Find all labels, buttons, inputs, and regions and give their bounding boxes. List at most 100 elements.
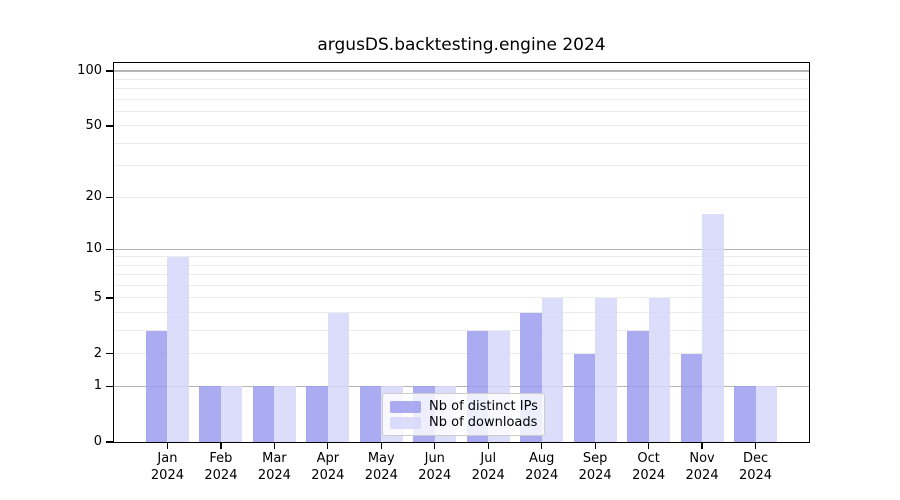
bar-ips-oct — [627, 330, 649, 442]
y-tick-label: 5 — [93, 289, 102, 305]
x-tick — [647, 442, 650, 449]
bar-downloads-aug — [541, 297, 564, 442]
bar-downloads-apr — [327, 312, 350, 442]
bar-ips-may — [359, 386, 382, 442]
x-tick-year: 2024 — [364, 468, 398, 483]
x-tick — [327, 442, 329, 449]
gridline-minor — [114, 353, 809, 355]
x-tick-month: Mar — [262, 451, 287, 466]
bar-ips-dec — [734, 386, 756, 442]
x-tick-label-sep: Sep 2024 — [567, 450, 623, 484]
y-tick-label: 2 — [93, 345, 102, 361]
x-tick — [487, 442, 489, 449]
x-tick-month: Apr — [316, 451, 340, 466]
bar-downloads-dec — [755, 386, 778, 442]
x-tick-year: 2024 — [685, 468, 719, 483]
gridline-minor — [114, 142, 809, 144]
x-tick-year: 2024 — [632, 468, 666, 483]
x-tick — [220, 442, 222, 449]
x-tick-year: 2024 — [738, 468, 773, 483]
x-tick-month: Oct — [637, 451, 660, 466]
x-tick-month: Jun — [424, 451, 445, 466]
x-tick-year: 2024 — [418, 468, 452, 483]
x-tick-label-dec: Dec 2024 — [728, 450, 784, 484]
x-tick-label-aug: Aug 2024 — [514, 450, 570, 484]
x-tick-year: 2024 — [257, 468, 291, 483]
x-tick-month: Aug — [528, 451, 555, 466]
x-tick-year: 2024 — [150, 468, 184, 483]
x-tick-label-nov: Nov 2024 — [674, 450, 730, 484]
gridline-major — [114, 70, 809, 72]
y-tick-label: 50 — [85, 117, 102, 133]
x-tick-year: 2024 — [204, 468, 238, 483]
x-tick-label-mar: Mar 2024 — [246, 450, 302, 484]
y-tick — [105, 353, 113, 355]
gridline-minor — [114, 125, 809, 127]
y-tick — [105, 385, 113, 387]
y-tick — [105, 196, 113, 198]
legend: Nb of distinct IPs Nb of downloads — [382, 393, 545, 436]
x-tick — [434, 442, 436, 449]
y-tick-label: 20 — [85, 189, 102, 205]
y-tick — [105, 125, 113, 127]
bar-downloads-oct — [648, 297, 671, 442]
x-tick-month: Dec — [742, 451, 769, 466]
bar-downloads-mar — [274, 386, 296, 442]
gridline-minor — [114, 196, 809, 198]
bar-downloads-jan — [167, 256, 189, 442]
y-tick-label: 10 — [85, 241, 102, 257]
gridline-minor — [114, 256, 809, 258]
legend-swatch-distinct-ips — [390, 400, 421, 413]
y-tick-label: 1 — [93, 378, 102, 394]
x-tick-label-feb: Feb 2024 — [193, 450, 249, 484]
bar-ips-nov — [680, 353, 703, 442]
y-tick — [105, 70, 113, 72]
gridline-minor — [114, 165, 809, 167]
gridline-minor — [114, 312, 809, 314]
bar-downloads-sep — [595, 297, 617, 442]
x-tick-month: Feb — [209, 451, 233, 466]
chart-title: argusDS.backtesting.engine 2024 — [317, 35, 606, 55]
x-tick-year: 2024 — [311, 468, 345, 483]
bar-downloads-feb — [220, 386, 243, 442]
plot-area: 0 1 2 5 10 20 50 100 Jan 2024 Feb 2024 Mar 2024 Apr 202… — [77, 62, 810, 483]
bar-downloads-nov — [702, 214, 724, 442]
x-tick-month: May — [367, 451, 395, 466]
gridline-minor — [114, 297, 809, 299]
bar-ips-jan — [145, 330, 168, 442]
y-tick-label: 100 — [77, 63, 102, 78]
x-tick-month: Nov — [689, 451, 715, 466]
gridline-minor — [114, 330, 809, 332]
y-tick — [105, 248, 113, 250]
plot-inner: 0 1 2 5 10 20 50 100 Jan 2024 Feb 2024 Mar 2024 Apr 202… — [77, 63, 809, 483]
x-tick-label-oct: Oct 2024 — [621, 450, 677, 484]
gridline-minor — [114, 264, 809, 266]
x-tick-month: Sep — [582, 451, 608, 466]
legend-swatch-downloads — [390, 416, 421, 429]
x-tick — [166, 442, 169, 449]
gridline-major — [114, 248, 809, 250]
x-tick-year: 2024 — [578, 468, 612, 483]
legend-item-distinct-ips: Nb of distinct IPs — [390, 399, 538, 414]
x-tick-label-jun: Jun 2024 — [407, 450, 463, 484]
x-tick-month: Jul — [480, 451, 497, 466]
x-tick — [594, 442, 596, 449]
x-tick — [380, 442, 382, 449]
x-tick-label-may: May 2024 — [353, 450, 409, 484]
gridline-minor — [114, 274, 809, 276]
bar-ips-sep — [573, 353, 596, 442]
x-tick-label-jul: Jul 2024 — [460, 450, 516, 484]
y-tick — [105, 441, 113, 443]
y-tick-label: 0 — [93, 434, 102, 449]
gridline-minor — [114, 111, 809, 113]
legend-label-downloads: Nb of downloads — [429, 415, 538, 430]
gridline-major — [114, 385, 809, 387]
bar-ips-feb — [199, 386, 221, 442]
legend-label-distinct-ips: Nb of distinct IPs — [429, 399, 538, 414]
x-tick-label-apr: Apr 2024 — [300, 450, 356, 484]
legend-item-downloads: Nb of downloads — [390, 415, 538, 430]
x-tick — [754, 442, 757, 449]
x-tick — [541, 442, 543, 449]
x-tick-year: 2024 — [525, 468, 559, 483]
